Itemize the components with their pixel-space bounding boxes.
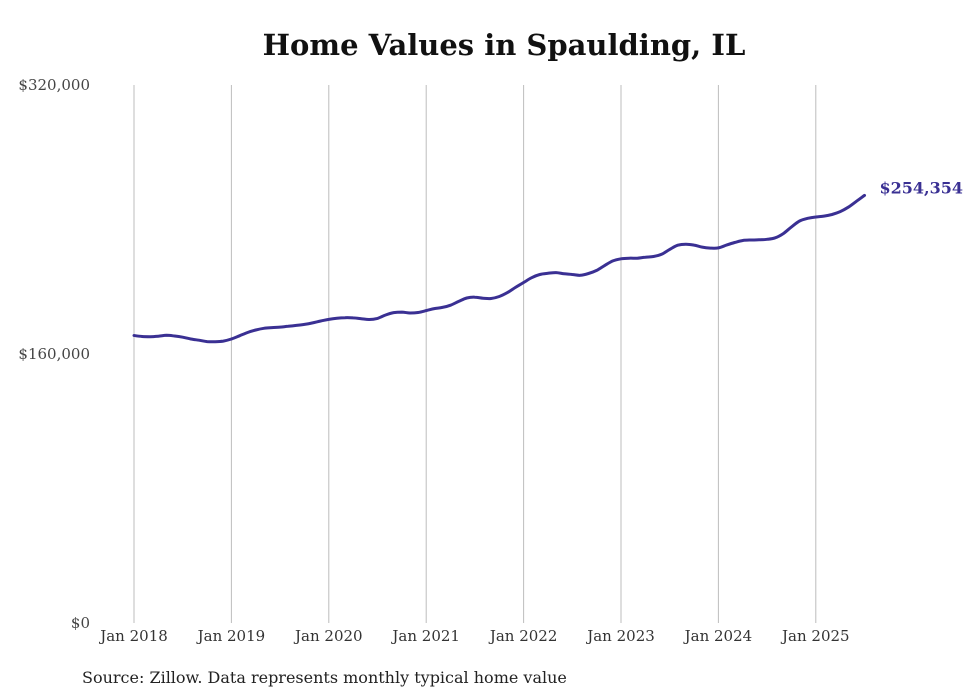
series-line	[132, 193, 866, 344]
gridlines	[133, 85, 817, 623]
x-tick-label: Jan 2023	[585, 627, 655, 645]
chart-title: Home Values in Spaulding, IL	[262, 28, 746, 62]
y-axis-ticks: $320,000 $160,000 $0	[18, 76, 90, 632]
end-value-label: $254,354	[880, 178, 964, 197]
x-tick-label: Jan 2019	[196, 627, 266, 645]
x-tick-label: Jan 2021	[390, 627, 460, 645]
y-tick-label: $320,000	[18, 76, 90, 94]
x-tick-label: Jan 2024	[683, 627, 753, 645]
x-axis-ticks: Jan 2018 Jan 2019 Jan 2020 Jan 2021 Jan 2022…	[98, 627, 849, 645]
y-tick-label: $0	[71, 614, 90, 632]
x-tick-label: Jan 2020	[293, 627, 363, 645]
y-tick-label: $160,000	[18, 345, 90, 363]
x-tick-label: Jan 2025	[780, 627, 850, 645]
x-tick-label: Jan 2018	[98, 627, 168, 645]
source-note: Source: Zillow. Data represents monthly …	[82, 668, 567, 687]
x-tick-label: Jan 2022	[488, 627, 558, 645]
